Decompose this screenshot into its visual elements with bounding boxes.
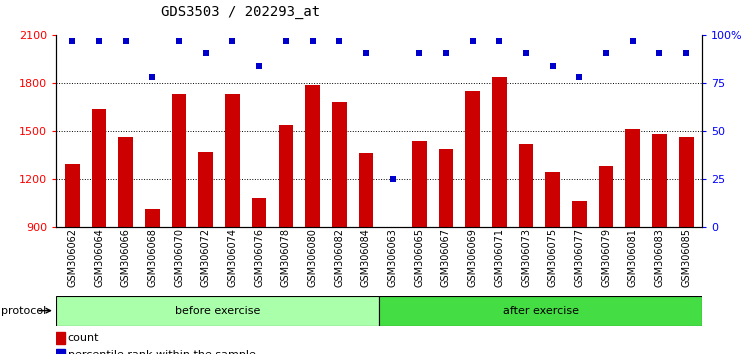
Bar bbox=[198, 152, 213, 227]
Point bbox=[306, 38, 318, 44]
Point bbox=[200, 50, 212, 56]
Point bbox=[627, 38, 639, 44]
Bar bbox=[172, 94, 186, 227]
Bar bbox=[492, 77, 507, 227]
Bar bbox=[358, 153, 373, 227]
Bar bbox=[385, 227, 400, 238]
Text: after exercise: after exercise bbox=[502, 306, 579, 316]
Bar bbox=[466, 91, 480, 227]
Bar bbox=[119, 137, 133, 227]
Text: percentile rank within the sample: percentile rank within the sample bbox=[68, 350, 255, 354]
Point bbox=[173, 38, 185, 44]
Bar bbox=[279, 125, 293, 227]
Point bbox=[333, 38, 345, 44]
Bar bbox=[439, 148, 454, 227]
Point bbox=[466, 38, 478, 44]
Point bbox=[146, 75, 158, 80]
Point bbox=[93, 38, 105, 44]
Bar bbox=[145, 209, 160, 227]
Point bbox=[493, 38, 505, 44]
Point bbox=[520, 50, 532, 56]
Bar bbox=[225, 94, 240, 227]
Bar bbox=[572, 201, 587, 227]
Point bbox=[66, 38, 78, 44]
Bar bbox=[56, 349, 65, 354]
Bar bbox=[252, 198, 267, 227]
Bar bbox=[519, 144, 533, 227]
Point bbox=[680, 50, 692, 56]
Bar bbox=[626, 129, 640, 227]
Text: before exercise: before exercise bbox=[175, 306, 261, 316]
Bar bbox=[412, 141, 427, 227]
Bar bbox=[92, 109, 107, 227]
Text: count: count bbox=[68, 333, 99, 343]
Point bbox=[440, 50, 452, 56]
Point bbox=[574, 75, 586, 80]
Point bbox=[253, 63, 265, 69]
Text: protocol: protocol bbox=[1, 306, 46, 316]
Point bbox=[227, 38, 239, 44]
Bar bbox=[652, 134, 667, 227]
Point bbox=[387, 176, 399, 182]
Bar bbox=[65, 164, 80, 227]
Point bbox=[119, 38, 131, 44]
Bar bbox=[545, 172, 560, 227]
Point bbox=[653, 50, 665, 56]
Bar bbox=[56, 296, 379, 326]
Bar bbox=[379, 296, 702, 326]
Bar bbox=[305, 85, 320, 227]
Point bbox=[413, 50, 425, 56]
Bar bbox=[599, 166, 614, 227]
Text: GDS3503 / 202293_at: GDS3503 / 202293_at bbox=[161, 5, 320, 19]
Bar bbox=[332, 102, 346, 227]
Point bbox=[600, 50, 612, 56]
Bar bbox=[56, 332, 65, 344]
Point bbox=[360, 50, 372, 56]
Bar bbox=[679, 137, 693, 227]
Point bbox=[280, 38, 292, 44]
Point bbox=[547, 63, 559, 69]
